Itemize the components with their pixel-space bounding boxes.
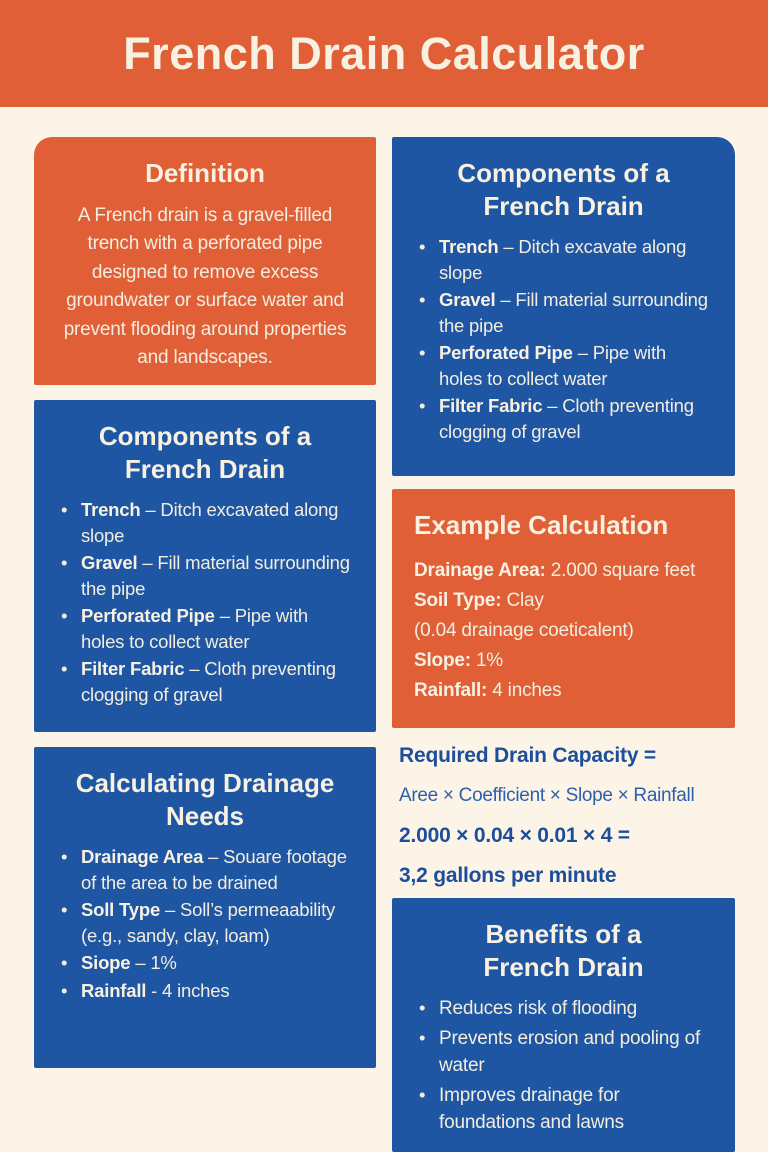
list-item: Prevents erosion and pooling of water	[414, 1025, 713, 1080]
list-item: Trench – Ditch excavate along slope	[414, 234, 713, 285]
benefits-list: Reduces risk of flooding Prevents erosio…	[414, 995, 713, 1137]
list-item: Filter Fabric – Cloth preventing cloggin…	[414, 393, 713, 444]
example-line-soil-type: Soil Type: Clay	[414, 589, 544, 611]
components-right-title: Components of a French Drain	[457, 158, 670, 221]
list-item: Perforated Pipe – Pipe with holes to col…	[414, 340, 713, 391]
components-left-list: Trench – Ditch excavated along slope Gra…	[56, 497, 354, 707]
benefits-card: Benefits of a French Drain Reduces risk …	[392, 898, 735, 1152]
components-card-left: Components of a French Drain Trench – Di…	[34, 400, 376, 732]
page-title: French Drain Calculator	[123, 27, 645, 79]
list-item: Gravel – Fill material surrounding the p…	[414, 287, 713, 338]
components-right-list: Trench – Ditch excavate along slope Grav…	[414, 234, 713, 444]
list-item: Improves drainage for foundations and la…	[414, 1082, 713, 1137]
definition-card: Definition A French drain is a gravel-fi…	[34, 137, 376, 385]
list-item: Drainage Area – Souare footage of the ar…	[56, 844, 354, 895]
list-item: Siope – 1%	[56, 950, 354, 976]
definition-title: Definition	[145, 158, 265, 188]
list-item: Rainfall - 4 inches	[56, 978, 354, 1004]
formula-expression: Aree × Coefficient × Slope × Rainfall	[399, 785, 695, 806]
example-line-coefficient: (0.04 drainage coeticalent)	[414, 619, 634, 641]
list-item: Perforated Pipe – Pipe with holes to col…	[56, 603, 354, 654]
header-banner: French Drain Calculator	[0, 0, 768, 107]
example-line-drainage-area: Drainage Area: 2.000 square feet	[414, 559, 696, 581]
calculating-title: Calculating Drainage Needs	[75, 768, 335, 831]
list-item: Filter Fabric – Cloth preventing cloggin…	[56, 656, 354, 707]
list-item: Trench – Ditch excavated along slope	[56, 497, 354, 548]
benefits-title: Benefits of a French Drain	[483, 919, 644, 982]
definition-body: A French drain is a gravel-filled trench…	[63, 204, 347, 369]
formula-heading: Required Drain Capacity =	[399, 744, 656, 767]
list-item: Reduces risk of flooding	[414, 995, 713, 1023]
required-capacity-formula: Required Drain Capacity = Aree × Coeffic…	[399, 744, 759, 888]
example-calculation-card: Example Calculation Drainage Area: 2.000…	[392, 489, 735, 728]
list-item: Soll Type – Soll’s permeaability (e.g., …	[56, 897, 354, 948]
formula-substitution: 2.000 × 0.04 × 0.01 × 4 =	[399, 824, 630, 847]
example-line-slope: Slope: 1%	[414, 649, 503, 671]
example-title: Example Calculation	[414, 510, 669, 540]
example-line-rainfall: Rainfall: 4 inches	[414, 679, 562, 701]
list-item: Gravel – Fill material surrounding the p…	[56, 550, 354, 601]
calculating-list: Drainage Area – Souare footage of the ar…	[56, 844, 354, 1003]
components-left-title: Components of a French Drain	[98, 421, 312, 484]
formula-result: 3,2 gallons per minute	[399, 864, 617, 887]
components-card-right: Components of a French Drain Trench – Di…	[392, 137, 735, 476]
calculating-needs-card: Calculating Drainage Needs Drainage Area…	[34, 747, 376, 1068]
